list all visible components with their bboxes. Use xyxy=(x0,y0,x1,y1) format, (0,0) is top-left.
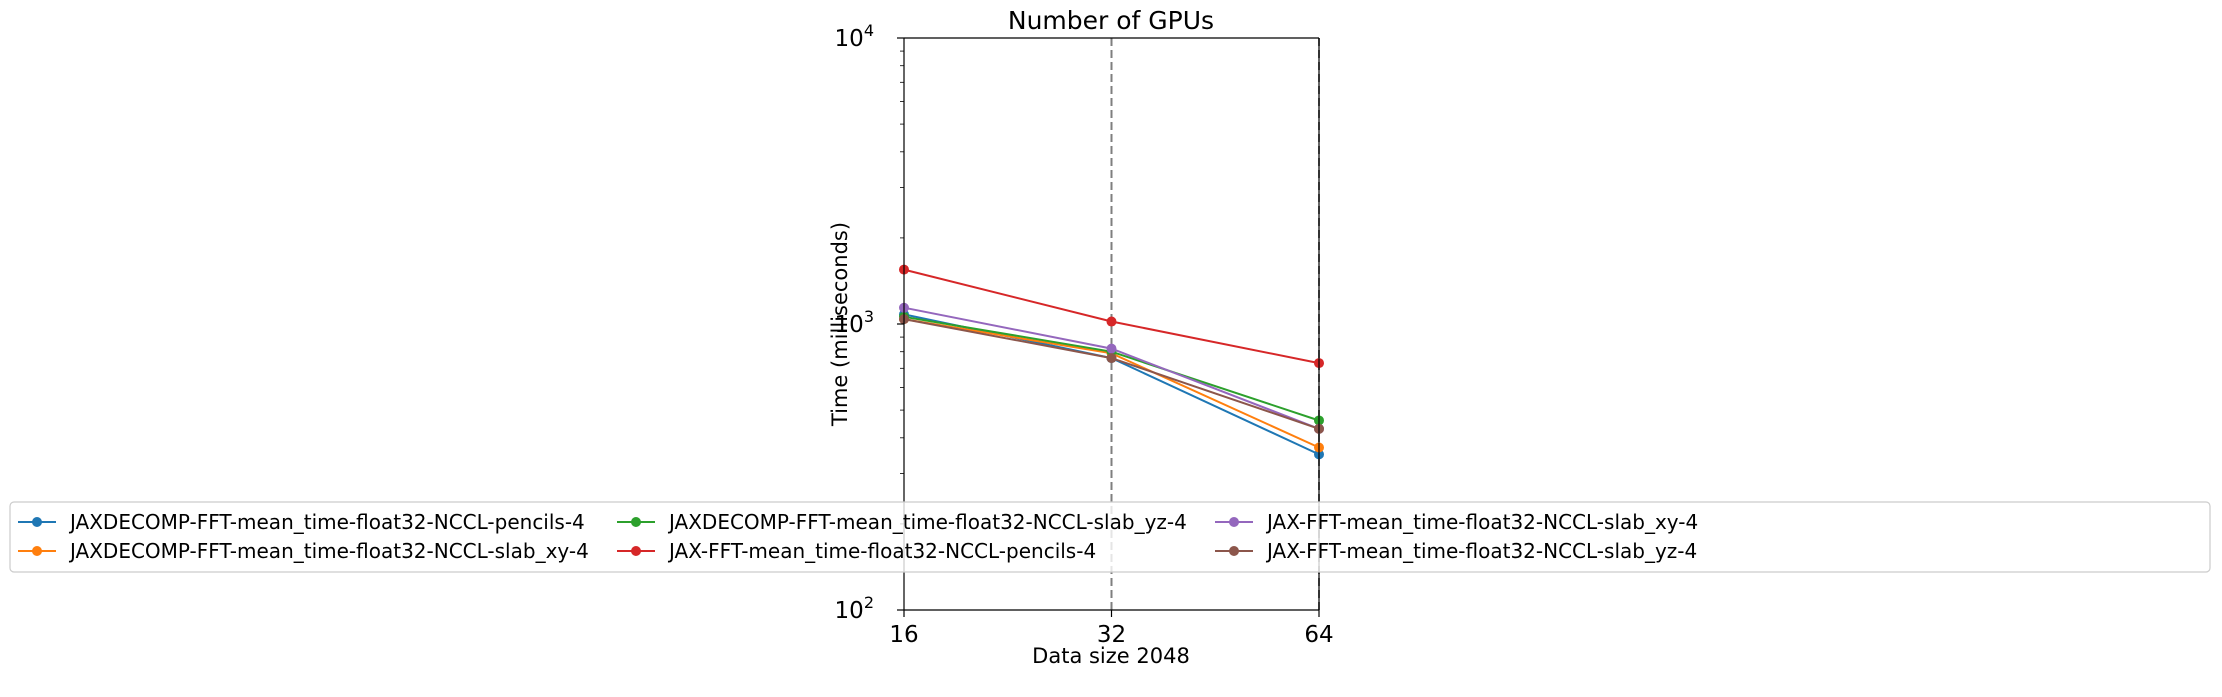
legend-entry-1: JAXDECOMP-FFT-mean_time-float32-NCCL-sla… xyxy=(68,539,589,563)
x-tick-label-1: 32 xyxy=(1097,622,1126,648)
legend-swatch-marker-3 xyxy=(631,546,641,556)
data-point-5-1 xyxy=(1106,353,1117,364)
y-tick-label-2: 104 xyxy=(835,21,874,52)
data-point-4-1 xyxy=(1106,343,1117,354)
legend-entry-5: JAX-FFT-mean_time-float32-NCCL-slab_yz-4 xyxy=(1265,539,1697,563)
legend-swatch-marker-1 xyxy=(32,546,42,556)
chart-title: Number of GPUs xyxy=(1008,6,1214,35)
y-tick-label-0: 102 xyxy=(835,593,874,624)
legend-swatch-marker-2 xyxy=(631,517,641,527)
legend-entry-0: JAXDECOMP-FFT-mean_time-float32-NCCL-pen… xyxy=(68,510,585,534)
x-axis-label: Data size 2048 xyxy=(1032,644,1190,668)
legend-entry-2: JAXDECOMP-FFT-mean_time-float32-NCCL-sla… xyxy=(667,510,1187,534)
legend-swatch-marker-5 xyxy=(1229,546,1239,556)
plot-area xyxy=(899,38,1324,610)
series-line-0 xyxy=(903,313,1320,456)
legend-box xyxy=(9,501,2211,573)
y-axis-label: Time (milliseconds) xyxy=(828,222,852,427)
x-tick-label-0: 16 xyxy=(889,622,918,648)
x-tick-label-2: 64 xyxy=(1304,622,1333,648)
legend-swatch-marker-0 xyxy=(32,517,42,527)
legend: JAXDECOMP-FFT-mean_time-float32-NCCL-pen… xyxy=(9,501,2211,573)
legend-swatch-marker-4 xyxy=(1229,517,1239,527)
y-tick-label-1: 103 xyxy=(835,307,874,338)
data-point-3-1 xyxy=(1106,316,1117,327)
legend-entry-3: JAX-FFT-mean_time-float32-NCCL-pencils-4 xyxy=(667,539,1096,563)
legend-entry-4: JAX-FFT-mean_time-float32-NCCL-slab_xy-4 xyxy=(1265,510,1698,534)
